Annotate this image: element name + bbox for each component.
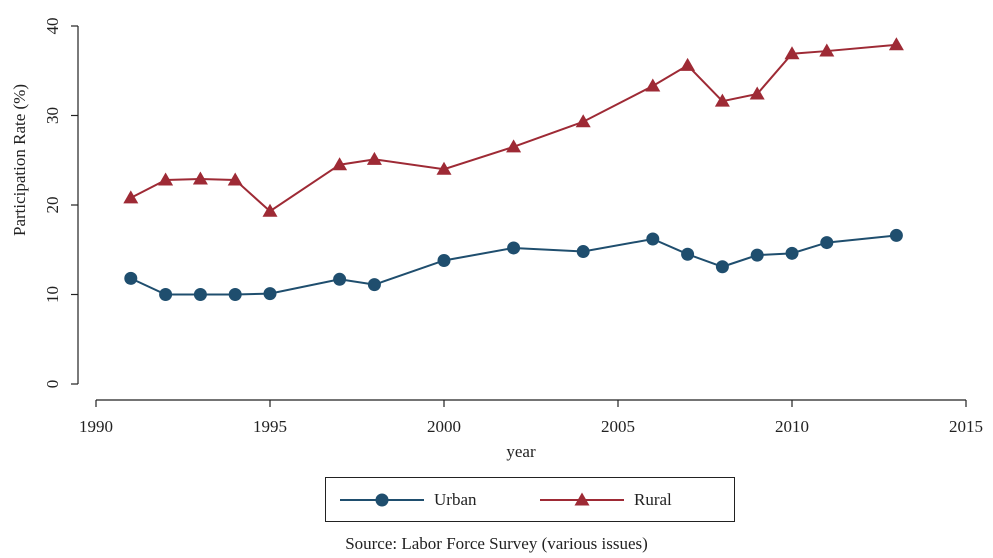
y-tick-label: 30 — [43, 107, 62, 124]
series-line-rural — [130, 43, 897, 213]
legend-item-urban: Urban — [338, 478, 476, 521]
data-point-rural — [227, 172, 243, 186]
data-point-rural — [784, 46, 800, 60]
data-point-urban — [889, 228, 903, 242]
data-point-urban — [576, 245, 590, 259]
data-point-urban — [507, 241, 521, 255]
data-point-rural — [714, 93, 730, 107]
legend: Urban Rural — [325, 477, 735, 522]
data-point-urban — [159, 288, 173, 301]
x-tick-label: 1995 — [253, 417, 287, 436]
data-point-urban — [333, 272, 347, 286]
x-tick-label: 2010 — [775, 417, 809, 436]
data-point-rural — [749, 86, 765, 100]
y-tick-label: 20 — [43, 197, 62, 214]
data-point-urban — [263, 287, 277, 301]
data-point-urban — [820, 236, 834, 250]
legend-symbol-rural — [540, 492, 624, 505]
data-point-rural — [506, 139, 522, 153]
data-point-urban — [646, 232, 660, 246]
data-point-urban — [681, 247, 695, 261]
source-note: Source: Labor Force Survey (various issu… — [345, 534, 648, 553]
y-axis: 0 10 20 30 40 — [43, 18, 79, 389]
data-point-urban — [750, 248, 764, 262]
data-point-rural — [366, 151, 382, 165]
legend-symbol-urban — [340, 493, 424, 506]
data-point-rural — [262, 203, 278, 217]
x-tick-label: 1990 — [79, 417, 113, 436]
data-point-rural — [575, 114, 591, 128]
data-point-urban — [124, 271, 138, 285]
legend-label-rural: Rural — [634, 489, 672, 509]
data-point-rural — [888, 37, 904, 51]
data-point-rural — [332, 157, 348, 171]
data-point-rural — [645, 78, 661, 92]
line-chart: 0 10 20 30 40 1990 1995 2000 2005 2010 2015 Parti… — [10, 18, 983, 462]
data-point-rural — [158, 172, 174, 186]
series-group — [123, 37, 904, 301]
y-tick-label: 40 — [43, 18, 62, 35]
y-tick-label: 10 — [43, 286, 62, 303]
x-tick-label: 2000 — [427, 417, 461, 436]
data-point-rural — [680, 57, 696, 71]
data-point-urban — [193, 288, 207, 301]
data-point-urban — [785, 246, 799, 260]
data-point-rural — [192, 171, 208, 185]
data-point-urban — [228, 288, 242, 301]
data-point-rural — [819, 43, 835, 57]
data-point-rural — [436, 161, 452, 175]
legend-item-rural: Rural — [538, 478, 672, 521]
data-point-rural — [123, 190, 139, 204]
data-point-urban — [715, 260, 729, 274]
data-point-urban — [367, 278, 381, 292]
x-axis-title: year — [506, 442, 536, 461]
data-point-urban — [437, 253, 451, 267]
y-tick-label: 0 — [43, 380, 62, 389]
x-tick-label: 2015 — [949, 417, 983, 436]
x-axis: 1990 1995 2000 2005 2010 2015 — [79, 399, 983, 436]
legend-label-urban: Urban — [434, 489, 477, 509]
x-tick-label: 2005 — [601, 417, 635, 436]
y-axis-title: Participation Rate (%) — [10, 84, 29, 236]
